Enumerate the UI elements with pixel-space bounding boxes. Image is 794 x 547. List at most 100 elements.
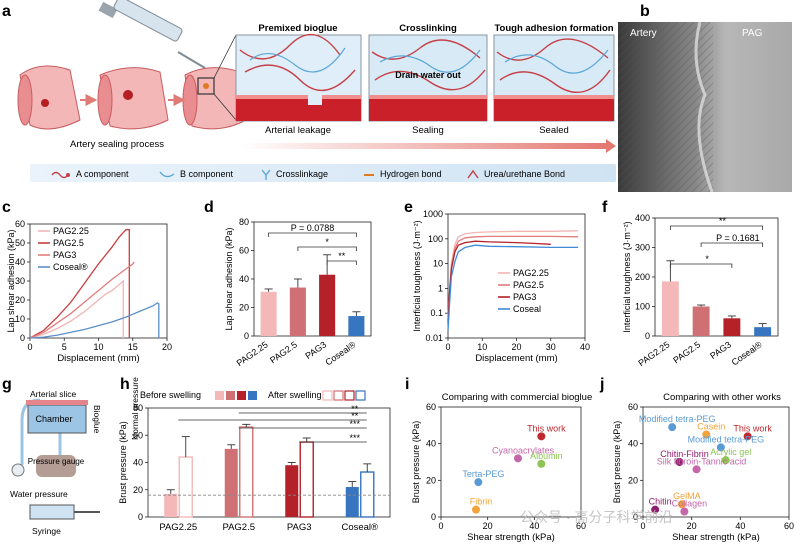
valve-icon xyxy=(11,463,25,477)
bar-pag3-after xyxy=(299,441,314,518)
category-label: PAG3 xyxy=(708,339,733,361)
chart-h-burst-pressure-bars: 0 20 40 60 80 Brust pressure (kPa) PAG2.25 PAG2… xyxy=(118,390,391,533)
stage-caption-2: Sealing xyxy=(412,125,444,136)
legend-crosslinkage: Crosslinkage xyxy=(261,169,328,180)
scatter-point-label: Acrylic gel xyxy=(710,447,751,457)
category-label: PAG2.5 xyxy=(671,339,702,365)
scatter-point-label: This work xyxy=(733,423,772,433)
x-axis-label: Shear strength (kPa) xyxy=(672,532,760,543)
significance-bracket xyxy=(669,225,764,230)
y-axis-label: Interficial toughness (J·m⁻²) xyxy=(412,220,422,331)
artery-1-icon xyxy=(17,65,81,130)
category-label: PAG2.25 xyxy=(636,339,671,368)
scatter-point xyxy=(537,432,546,441)
panel-g: Chamber Arterial slice Bioglue Pressure … xyxy=(10,389,102,536)
stage-tough-adhesion xyxy=(493,34,615,122)
significance-label: * xyxy=(325,237,329,247)
chart-j-other-works-scatter: 0 20 40 60 0 20 40 60 Shear strength (kPa) Brust … xyxy=(612,392,794,543)
x-tick-label: 40 xyxy=(529,521,539,531)
artery-process-label: Artery sealing process xyxy=(70,139,164,150)
scatter-title: Comparing with other works xyxy=(663,392,781,403)
legend-b-component: B component xyxy=(159,169,234,179)
scatter-point-label: Casein xyxy=(697,422,725,432)
category-label: Coseal® xyxy=(730,339,764,367)
scatter-title: Comparing with commercial bioglue xyxy=(442,392,592,403)
x-tick-label: 20 xyxy=(483,521,493,531)
y-axis-label: Lap shear adhesion (kPa) xyxy=(6,229,16,332)
y-tick-label: 10 xyxy=(433,259,443,269)
y-axis-label: Brust pressure (kPa) xyxy=(118,421,128,504)
y-tick-label: 0 xyxy=(645,331,650,341)
x-tick-label: 60 xyxy=(576,521,586,531)
legend-label-pag2.5: PAG2.5 xyxy=(513,280,544,290)
sem-artery-label: Artery xyxy=(630,28,657,39)
legend-after-swelling: After swelling xyxy=(268,390,322,400)
scatter-point-label: Terta-PEG xyxy=(462,469,504,479)
bar-pag3 xyxy=(319,274,336,336)
scatter-point-label: GelMA xyxy=(673,491,701,501)
y-axis-label: Lap shear adhesion (kPa) xyxy=(224,227,234,330)
significance-bracket xyxy=(268,232,357,237)
legend-label-pag3: PAG3 xyxy=(53,250,76,260)
chart-i-commercial-scatter: 0 20 40 60 0 20 40 60 Shear strength (kPa) Brust … xyxy=(411,392,592,543)
scatter-point xyxy=(680,507,689,516)
scatter-point-label: Collagen xyxy=(672,499,708,509)
component-legend-bar xyxy=(30,164,616,182)
legend-swatch-after xyxy=(322,390,333,401)
y-tick-label: 100 xyxy=(635,302,650,312)
plot-frame xyxy=(642,406,790,518)
pressure-gauge-box xyxy=(36,455,76,477)
x-axis-label: Displacement (mm) xyxy=(57,353,139,364)
bar-coseal-after xyxy=(360,471,375,518)
x-tick-label: 15 xyxy=(128,342,138,352)
plot-frame xyxy=(29,223,168,339)
scatter-point-label: Cyanoacrylates xyxy=(492,445,555,455)
y-tick-label: 300 xyxy=(635,243,650,253)
y-tick-label: 20 xyxy=(15,295,25,305)
scatter-point xyxy=(472,505,480,514)
legend-swatch-before xyxy=(237,391,246,400)
scatter-point xyxy=(677,500,686,509)
category-label: PAG2.25 xyxy=(235,339,270,368)
bar-coseal xyxy=(754,327,772,336)
scatter-point xyxy=(514,454,522,463)
water-pressure-label: Water pressure xyxy=(10,489,68,499)
y-tick-label: 50 xyxy=(15,238,25,248)
stage-caption-3: Sealed xyxy=(539,125,569,136)
normal-pressure-label: Normal pressure xyxy=(130,377,140,440)
plot-frame xyxy=(440,406,582,518)
legend-swatch-before xyxy=(248,391,257,400)
bar-coseal xyxy=(348,316,365,336)
panel-d-letter: d xyxy=(204,199,214,216)
legend-swatch-before xyxy=(226,391,235,400)
x-tick-label: 0 xyxy=(27,342,32,352)
panel-a: a Artery sealing process xyxy=(2,0,616,182)
legend-b-component-label: B component xyxy=(180,169,234,179)
y-tick-label: 20 xyxy=(133,485,143,495)
sem-texture xyxy=(618,22,713,192)
y-tick-label: 0.01 xyxy=(425,333,443,343)
scatter-point-label: Albumin xyxy=(530,451,563,461)
legend-label-pag2.25: PAG2.25 xyxy=(53,226,89,236)
category-label: Coseal® xyxy=(323,339,357,367)
scatter-point xyxy=(675,458,684,466)
x-tick-label: 10 xyxy=(93,342,103,352)
x-tick-label: 0 xyxy=(445,342,450,352)
legend-label-pag2.5: PAG2.5 xyxy=(53,238,84,248)
x-tick-label: 40 xyxy=(580,342,590,352)
chart-d-lap-shear-bars: 0 20 40 60 80 Lap shear adhesion (kPa)PAG2.25… xyxy=(224,217,372,368)
syringe-label: Syringe xyxy=(32,526,61,536)
bar-pag2.5 xyxy=(289,287,306,336)
stage-caption-1: Arterial leakage xyxy=(265,125,331,136)
x-tick-label: 0 xyxy=(640,521,645,531)
significance-bracket xyxy=(326,260,357,265)
scatter-point xyxy=(537,459,546,468)
legend-label-pag2.25: PAG2.25 xyxy=(513,268,549,278)
stage-premixed xyxy=(235,33,362,122)
bar-pag2.25 xyxy=(661,281,679,336)
category-label: PAG2.5 xyxy=(268,339,299,365)
scatter-point xyxy=(692,465,701,474)
scatter-point-label: Fibrin xyxy=(470,497,493,507)
sem-pag-label: PAG xyxy=(742,28,763,39)
